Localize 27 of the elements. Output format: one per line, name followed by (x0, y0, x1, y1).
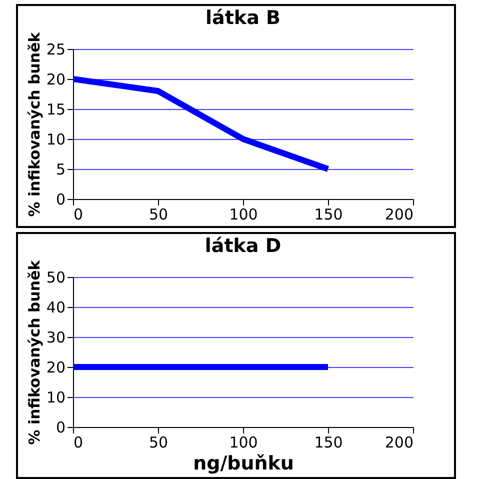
chart-title: látka B (206, 6, 280, 29)
x-axis-title: ng/buňku (193, 452, 294, 474)
y-tick-label: 5 (56, 160, 66, 178)
y-tick-label: 20 (46, 358, 66, 376)
x-tick-label: 200 (384, 206, 414, 224)
y-tick-label: 10 (46, 130, 66, 148)
x-tick-label: 0 (74, 434, 84, 452)
y-tick-label: 30 (46, 328, 66, 346)
y-tick-label: 10 (46, 388, 66, 406)
y-axis-title: % infikovaných buněk (25, 259, 44, 445)
x-tick-label: 50 (148, 434, 168, 452)
y-tick-label: 40 (46, 298, 66, 316)
y-tick-label: 15 (46, 100, 66, 118)
y-tick-label: 25 (46, 40, 66, 58)
y-tick-label: 20 (46, 70, 66, 88)
chart-title: látka D (204, 234, 282, 257)
x-tick-label: 150 (314, 206, 343, 224)
x-tick-label: 100 (229, 206, 258, 224)
y-tick-label: 0 (56, 418, 66, 436)
x-tick-label: 0 (74, 206, 84, 224)
x-tick-label: 200 (384, 434, 414, 452)
y-axis-title: % infikovaných buněk (25, 31, 44, 217)
x-tick-label: 150 (314, 434, 343, 452)
x-tick-label: 50 (148, 206, 168, 224)
y-tick-label: 50 (46, 268, 66, 286)
x-tick-label: 100 (229, 434, 258, 452)
y-tick-label: 0 (56, 190, 66, 208)
